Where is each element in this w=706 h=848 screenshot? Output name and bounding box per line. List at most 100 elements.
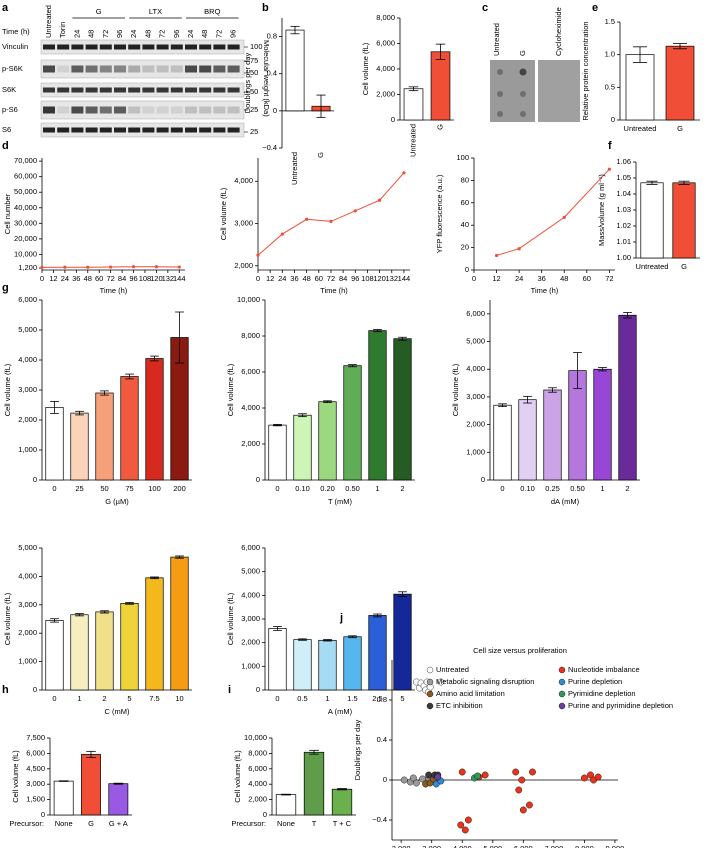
bar xyxy=(318,639,337,691)
x-axis-title: C (mM) xyxy=(105,707,130,716)
band xyxy=(43,87,55,93)
band xyxy=(128,106,141,114)
x-tick-label: Untreated xyxy=(408,124,417,157)
x-tick-label: 72 xyxy=(327,274,335,283)
x-tick-label: 9,000 xyxy=(606,844,625,848)
x-tick-label: 36 xyxy=(290,274,298,283)
data-line xyxy=(496,168,610,256)
band xyxy=(99,106,112,114)
scatter-point xyxy=(481,771,489,779)
data-point xyxy=(402,171,406,175)
x-tick-label: 60 xyxy=(583,274,591,283)
y-tick-label: 80 xyxy=(461,175,469,184)
group-label: LTX xyxy=(149,7,162,16)
bar xyxy=(268,628,287,691)
panel-label: f xyxy=(608,140,612,152)
legend-marker xyxy=(426,678,434,686)
x-tick-label: 0 xyxy=(275,484,279,493)
y-tick-label: 0 xyxy=(611,115,615,124)
y-tick-label: 2,000 xyxy=(18,628,37,637)
data-point xyxy=(517,247,521,251)
legend-label: Pyrimidine depletion xyxy=(568,689,636,698)
data-point xyxy=(131,265,136,269)
blot-strip xyxy=(40,59,245,79)
band xyxy=(199,65,212,73)
y-tick-label: 6,000 xyxy=(466,309,485,318)
x-tick-label: 3,000 xyxy=(422,844,441,848)
legend-label: Metabolic signaling disruption xyxy=(436,677,534,686)
y-axis-title: Cell volume (fL) xyxy=(219,187,228,240)
bar xyxy=(343,365,362,481)
x-tick-label: 0 xyxy=(52,484,56,493)
data-point xyxy=(329,219,333,223)
x-tick-label: None xyxy=(55,819,73,828)
y-tick-label: 1.00 xyxy=(616,253,631,262)
band xyxy=(43,106,55,114)
bar xyxy=(393,338,412,481)
y-tick-label: 0 xyxy=(263,810,267,819)
bar xyxy=(45,620,64,691)
panel-c-images xyxy=(490,60,580,122)
y-tick-label: 0 xyxy=(41,810,45,819)
x-tick-label: Untreated xyxy=(636,262,669,271)
x-tick-label: 0.25 xyxy=(545,484,560,493)
image-label: Untreated xyxy=(492,23,501,56)
bar xyxy=(430,51,451,121)
x-tick-label: 24 xyxy=(61,274,69,283)
protein-label: S6 xyxy=(2,125,11,134)
x-tick-label: 0 xyxy=(472,274,476,283)
y-tick-label: 1.01 xyxy=(616,237,631,246)
x-tick-label: 0.5 xyxy=(297,694,307,703)
x-tick-label: 0 xyxy=(40,274,44,283)
y-axis-title: Cell volume (fL) xyxy=(233,750,242,803)
band xyxy=(213,87,226,93)
band xyxy=(85,44,98,50)
x-axis-title: dA (mM) xyxy=(551,497,580,506)
band xyxy=(57,106,70,114)
band xyxy=(85,65,98,73)
band xyxy=(128,65,141,73)
lane-label: 72 xyxy=(101,30,110,38)
band xyxy=(142,106,155,114)
x-tick-label: 60 xyxy=(315,274,323,283)
x-tick-label: G xyxy=(88,819,94,828)
band xyxy=(71,65,84,73)
x-axis-title: Time (h) xyxy=(320,286,348,295)
protein-label: p-S6 xyxy=(2,105,18,114)
scatter-point xyxy=(458,768,466,776)
bar xyxy=(393,593,412,691)
x-tick-label: 0 xyxy=(256,274,260,283)
legend-label: Purine and pyrimidine depletion xyxy=(568,701,673,710)
bar xyxy=(170,556,189,691)
spot xyxy=(497,111,503,117)
band xyxy=(85,87,98,93)
scatter-point xyxy=(529,768,536,776)
y-axis-title: Doublings per day xyxy=(243,53,252,114)
x-axis-title: Time (h) xyxy=(100,286,128,295)
bar xyxy=(543,389,562,481)
lane-label: 48 xyxy=(143,30,152,38)
y-tick-label: 2,000 xyxy=(466,420,485,429)
band xyxy=(213,44,226,50)
x-tick-label: 7.5 xyxy=(149,694,159,703)
x-tick-label: 84 xyxy=(339,274,347,283)
lane-label: 72 xyxy=(214,30,223,38)
panel-label: j xyxy=(339,612,343,624)
data-point xyxy=(109,265,113,269)
lane-label: 96 xyxy=(229,30,238,38)
y-tick-label: 4,000 xyxy=(234,176,253,185)
band xyxy=(185,44,197,50)
y-tick-label: 0.5 xyxy=(605,82,615,91)
spot xyxy=(497,91,503,97)
x-tick-label: 108 xyxy=(139,274,152,283)
band xyxy=(128,44,141,50)
data-point xyxy=(86,265,90,269)
bar xyxy=(625,54,655,121)
x-tick-label: 200 xyxy=(173,484,186,493)
bar xyxy=(120,376,139,481)
band xyxy=(57,44,70,50)
lane-label: 96 xyxy=(115,30,124,38)
x-axis-title: G (µM) xyxy=(105,497,129,506)
lane-label: Untreated xyxy=(44,5,53,38)
